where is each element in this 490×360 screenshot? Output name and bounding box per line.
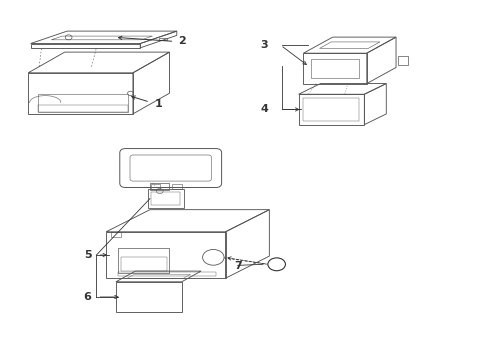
Text: 4: 4: [261, 104, 269, 114]
Text: 5: 5: [84, 250, 92, 260]
Text: 7: 7: [234, 261, 242, 271]
Text: 3: 3: [261, 40, 269, 50]
Text: 6: 6: [84, 292, 92, 302]
Text: 1: 1: [155, 99, 163, 109]
Text: 2: 2: [178, 36, 186, 46]
